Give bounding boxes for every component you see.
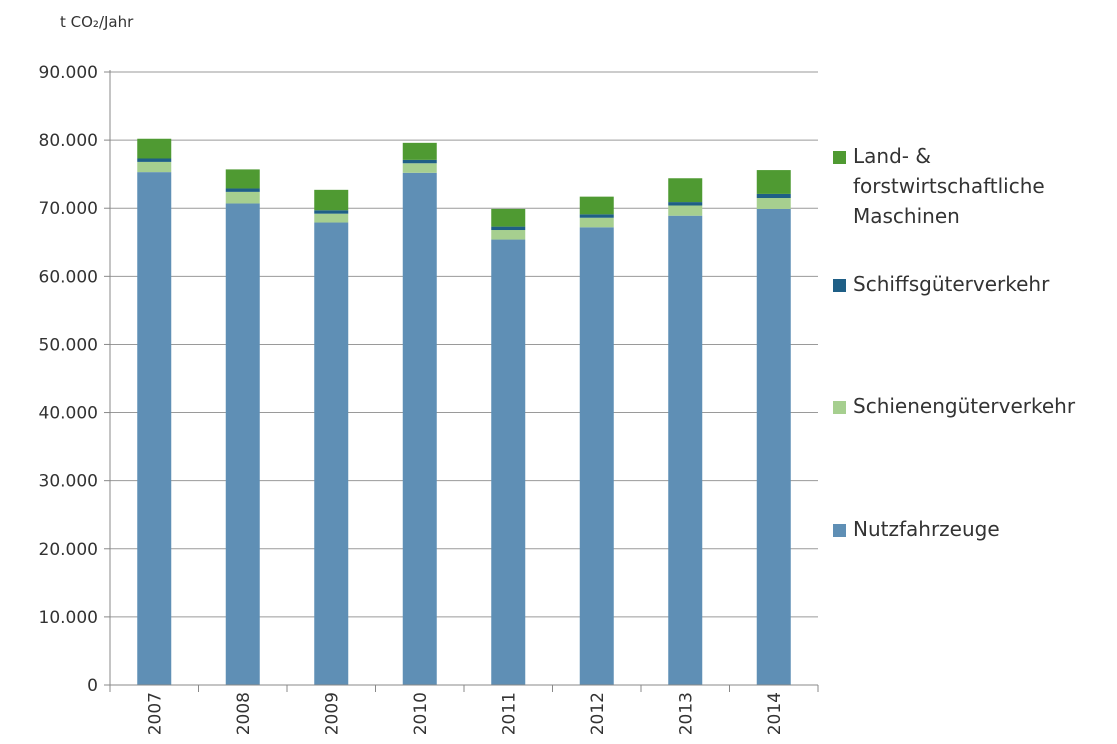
bar-segment-2010-1	[402, 163, 437, 173]
bar-segment-2009-2	[314, 210, 349, 214]
bar-segment-2014-1	[756, 198, 791, 209]
bar-segment-2013-0	[668, 215, 703, 685]
legend-item-1: Schiffsgüterverkehr	[833, 272, 1050, 296]
x-tick-label-2014: 2014	[765, 692, 785, 735]
gridlines	[110, 71, 818, 618]
bar-segment-2007-3	[137, 138, 172, 159]
bar-segment-2014-2	[756, 193, 791, 199]
bar-segment-2011-1	[491, 230, 526, 240]
y-tick-label: 60.000	[39, 267, 98, 287]
bar-segment-2008-1	[225, 191, 260, 204]
bar-segment-2008-3	[225, 169, 260, 189]
legend-label: forstwirtschaftliche	[853, 174, 1045, 198]
bar-segment-2007-1	[137, 161, 172, 173]
bar-stack-2011	[491, 208, 526, 685]
bar-segment-2011-3	[491, 208, 526, 227]
y-tick-label: 30.000	[39, 472, 98, 492]
y-tick-label: 40.000	[39, 404, 98, 424]
legend-label: Schiffsgüterverkehr	[853, 272, 1050, 296]
y-axis-unit-label: t CO₂/Jahr	[60, 13, 134, 31]
bar-segment-2009-1	[314, 213, 349, 223]
legend-label: Nutzfahrzeuge	[853, 517, 1000, 541]
bar-segment-2013-3	[668, 178, 703, 203]
bar-segment-2013-2	[668, 202, 703, 206]
bar-segment-2007-2	[137, 158, 172, 162]
bars	[137, 138, 791, 686]
legend-label: Maschinen	[853, 204, 960, 228]
bar-stack-2010	[402, 142, 437, 685]
legend-item-3: Nutzfahrzeuge	[833, 517, 1000, 541]
bar-segment-2011-0	[491, 239, 526, 685]
legend-swatch	[833, 279, 846, 292]
bar-segment-2010-2	[402, 159, 437, 164]
x-tick-label-2011: 2011	[499, 692, 519, 735]
y-tick-label: 80.000	[39, 131, 98, 151]
x-tick-label-2008: 2008	[234, 692, 254, 735]
bar-segment-2014-3	[756, 170, 791, 194]
y-tick-label: 50.000	[39, 335, 98, 355]
legend-label: Land- &	[853, 144, 931, 168]
legend-item-2: Schienengüterverkehr	[833, 394, 1076, 418]
bar-segment-2009-0	[314, 222, 349, 685]
bar-segment-2012-2	[579, 214, 614, 218]
bar-stack-2013	[668, 178, 703, 685]
x-tick-label-2010: 2010	[411, 692, 431, 735]
y-tick-label: 90.000	[39, 63, 98, 83]
bar-segment-2012-0	[579, 227, 614, 685]
legend-swatch	[833, 524, 846, 537]
x-axis: 2007 2008 2009 2010 2011 2012 2013 2014	[109, 70, 819, 735]
bar-segment-2012-3	[579, 196, 614, 215]
bar-segment-2014-0	[756, 208, 791, 686]
bar-stack-2014	[756, 170, 791, 686]
bar-segment-2011-2	[491, 226, 526, 231]
bar-stack-2012	[579, 196, 614, 685]
x-tick-label-2013: 2013	[676, 692, 696, 735]
y-axis-ticks: 0 10.000 20.000 30.000 40.000 50.000 60.000 70.…	[39, 63, 110, 696]
bar-segment-2008-0	[225, 203, 260, 685]
bar-segment-2010-0	[402, 172, 437, 685]
y-tick-label: 10.000	[39, 608, 98, 628]
y-tick-label: 20.000	[39, 540, 98, 560]
bar-stack-2007	[137, 138, 172, 685]
bar-segment-2012-1	[579, 217, 614, 228]
legend-item-0: Land- & forstwirtschaftliche Maschinen	[833, 144, 1045, 228]
bar-stack-2009	[314, 189, 349, 685]
bar-segment-2009-3	[314, 189, 349, 211]
bar-segment-2010-3	[402, 142, 437, 160]
legend-swatch	[833, 401, 846, 414]
bar-segment-2007-0	[137, 172, 172, 685]
legend-swatch	[833, 151, 846, 164]
bar-stack-2008	[225, 169, 260, 685]
legend: Land- & forstwirtschaftliche Maschinen Schi…	[833, 144, 1076, 541]
bar-segment-2008-2	[225, 188, 260, 192]
x-tick-label-2007: 2007	[145, 692, 165, 735]
x-tick-label-2009: 2009	[322, 692, 342, 735]
legend-label: Schienengüterverkehr	[853, 394, 1076, 418]
bar-segment-2013-1	[668, 205, 703, 216]
x-tick-label-2012: 2012	[588, 692, 608, 735]
y-tick-label: 70.000	[39, 199, 98, 219]
y-tick-label: 0	[87, 676, 98, 696]
